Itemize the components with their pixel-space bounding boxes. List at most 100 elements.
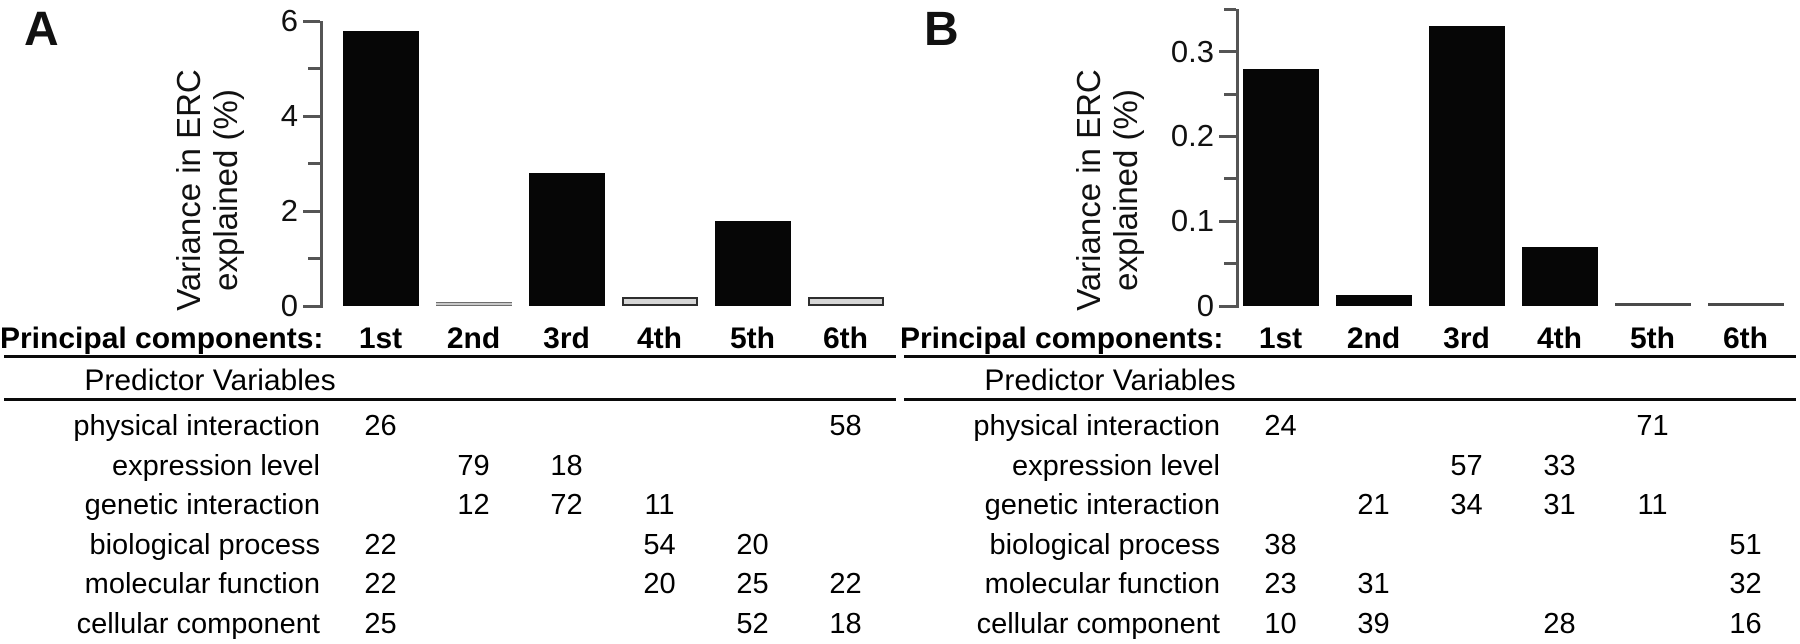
cell-value: 21 <box>1357 489 1390 522</box>
cell-value: 71 <box>1636 410 1669 442</box>
panel-a: A Variance in ERC explained (%) 0 2 4 6 Princip… <box>0 3 896 640</box>
column-header-5th: 5th <box>730 322 775 355</box>
panel-letter: A <box>24 3 59 56</box>
y-axis-tick-label: 6 <box>280 3 298 38</box>
panel-letter: B <box>924 3 959 56</box>
cell-value: 11 <box>644 489 675 522</box>
cell-value: 24 <box>1264 410 1297 442</box>
predictor-variables-title: Predictor Variables <box>84 364 336 397</box>
row-label: cellular component <box>76 608 320 640</box>
cell-value: 22 <box>364 528 397 561</box>
bar-5th <box>1614 303 1691 306</box>
bar-4th <box>621 296 698 306</box>
y-axis-label-line1: Variance in ERC <box>170 69 208 311</box>
column-header-1st: 1st <box>358 322 403 355</box>
y-axis-tick <box>1224 262 1236 266</box>
column-header-1st: 1st <box>1258 322 1303 355</box>
y-axis-tick <box>308 257 320 260</box>
cell-value: 52 <box>736 608 769 640</box>
cell-value: 79 <box>457 449 490 482</box>
cell-value: 34 <box>1450 489 1483 522</box>
y-axis-tick <box>308 67 320 70</box>
principal-components-label: Principal components: <box>900 322 1224 355</box>
cell-value: 18 <box>829 608 862 640</box>
y-axis-tick-label: 0.1 <box>1170 203 1214 239</box>
section-rule <box>4 398 896 401</box>
y-axis-tick <box>303 209 320 213</box>
cell-value: 22 <box>364 568 397 601</box>
y-axis-tick-label: 0.2 <box>1170 118 1214 154</box>
column-header-2nd: 2nd <box>446 322 501 355</box>
column-header-4th: 4th <box>1537 322 1582 355</box>
cell-value: 25 <box>736 568 769 601</box>
row-label: physical interaction <box>973 410 1220 442</box>
cell-value: 12 <box>457 489 490 522</box>
y-axis-tick <box>303 19 320 23</box>
cell-value: 18 <box>550 449 583 482</box>
y-axis-tick-label: 0 <box>1196 288 1214 323</box>
column-header-5th: 5th <box>1630 322 1675 355</box>
bar-1st <box>1242 68 1319 306</box>
header-rule <box>904 355 1796 358</box>
cell-value: 39 <box>1357 608 1390 640</box>
cell-value: 31 <box>1357 568 1390 601</box>
row-label: expression level <box>1012 449 1220 482</box>
cell-value: 11 <box>1637 489 1668 522</box>
cell-value: 26 <box>364 410 397 442</box>
bar-4th <box>1521 246 1598 306</box>
y-axis-label-line1: Variance in ERC <box>1070 69 1108 311</box>
y-axis-tick <box>1224 92 1236 96</box>
row-label: genetic interaction <box>984 489 1220 522</box>
section-rule <box>904 398 1796 401</box>
bar-6th <box>1707 303 1784 306</box>
cell-value: 54 <box>643 528 676 561</box>
predictor-variables-title: Predictor Variables <box>984 364 1236 397</box>
y-axis-tick <box>308 162 320 165</box>
y-axis-tick <box>303 304 320 308</box>
cell-value: 51 <box>1729 528 1762 561</box>
cell-value: 31 <box>1543 489 1576 522</box>
bar-6th <box>807 296 884 306</box>
row-label: physical interaction <box>73 410 320 442</box>
bar-2nd <box>1335 294 1412 306</box>
panel-b: B Variance in ERC explained (%) 0 0.1 0.2 0.3 P… <box>900 0 1800 644</box>
cell-value: 57 <box>1450 449 1483 482</box>
y-axis-tick-label: 2 <box>280 193 298 228</box>
cell-value: 22 <box>829 568 862 601</box>
column-header-4th: 4th <box>637 322 682 355</box>
cell-value: 38 <box>1264 528 1297 561</box>
column-header-6th: 6th <box>1723 322 1768 355</box>
row-label: expression level <box>112 449 320 482</box>
cell-value: 72 <box>550 489 583 522</box>
row-label: biological process <box>989 528 1220 561</box>
y-axis-line <box>320 21 323 308</box>
cell-value: 58 <box>829 410 862 442</box>
y-axis-line <box>1236 9 1239 308</box>
bar-3rd <box>1428 26 1505 306</box>
principal-components-label: Principal components: <box>0 322 324 355</box>
cell-value: 20 <box>643 568 676 601</box>
row-label: genetic interaction <box>84 489 320 522</box>
column-header-6th: 6th <box>823 322 868 355</box>
y-axis-tick <box>303 114 320 118</box>
y-axis-label: Variance in ERC explained (%) <box>1070 69 1145 311</box>
column-header-3rd: 3rd <box>1443 322 1490 355</box>
row-label: cellular component <box>976 608 1220 640</box>
cell-value: 25 <box>364 608 397 640</box>
cell-value: 23 <box>1264 568 1297 601</box>
cell-value: 16 <box>1729 608 1762 640</box>
y-axis-tick-label: 0.3 <box>1170 33 1214 69</box>
cell-value: 10 <box>1264 608 1297 640</box>
cell-value: 32 <box>1729 568 1762 601</box>
y-axis-tick <box>1224 177 1236 181</box>
y-axis-tick <box>1219 50 1236 54</box>
bar-3rd <box>528 173 605 306</box>
row-label: biological process <box>89 528 320 561</box>
y-axis-tick <box>1219 304 1236 308</box>
bar-1st <box>342 30 419 306</box>
y-axis-label-line2: explained (%) <box>1107 89 1144 291</box>
column-header-3rd: 3rd <box>543 322 590 355</box>
y-axis-tick-label: 0 <box>280 288 298 323</box>
y-axis-tick <box>1224 7 1236 11</box>
